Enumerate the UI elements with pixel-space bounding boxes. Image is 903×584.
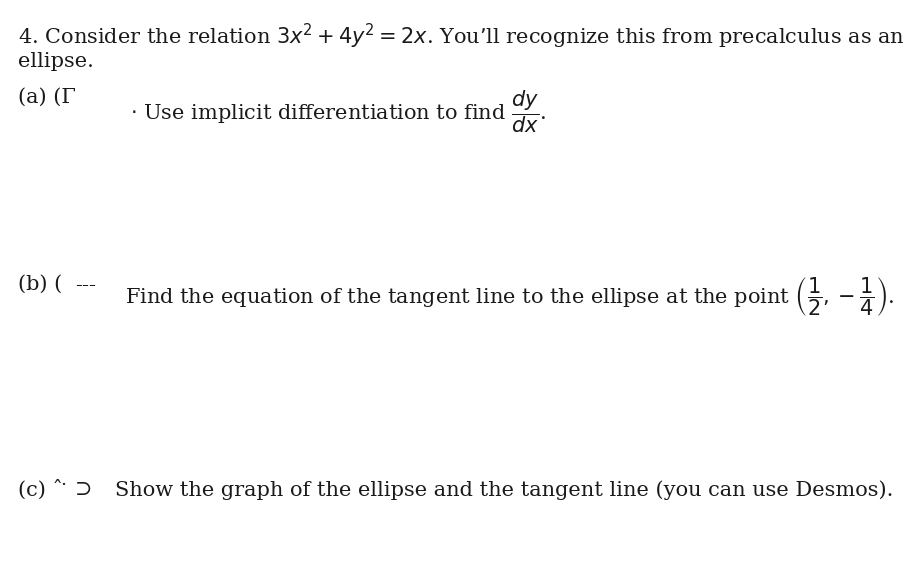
Text: ---: --- bbox=[75, 276, 96, 295]
Text: Show the graph of the ellipse and the tangent line (you can use Desmos).: Show the graph of the ellipse and the ta… bbox=[115, 480, 892, 500]
Text: 4. Consider the relation $3x^2+4y^2=2x$. You’ll recognize this from precalculus : 4. Consider the relation $3x^2+4y^2=2x$.… bbox=[18, 22, 903, 51]
Text: ⊃: ⊃ bbox=[75, 480, 92, 499]
Text: $\cdot$ Use implicit differentiation to find $\dfrac{dy}{dx}$.: $\cdot$ Use implicit differentiation to … bbox=[130, 88, 545, 134]
Text: (c) ˆ: (c) ˆ bbox=[18, 480, 63, 500]
Text: ellipse.: ellipse. bbox=[18, 52, 94, 71]
Text: (b) (: (b) ( bbox=[18, 275, 62, 294]
Text: (a) (Γ: (a) (Γ bbox=[18, 88, 76, 107]
Text: ·: · bbox=[60, 476, 66, 494]
Text: Find the equation of the tangent line to the ellipse at the point $\left(\dfrac{: Find the equation of the tangent line to… bbox=[125, 275, 893, 318]
